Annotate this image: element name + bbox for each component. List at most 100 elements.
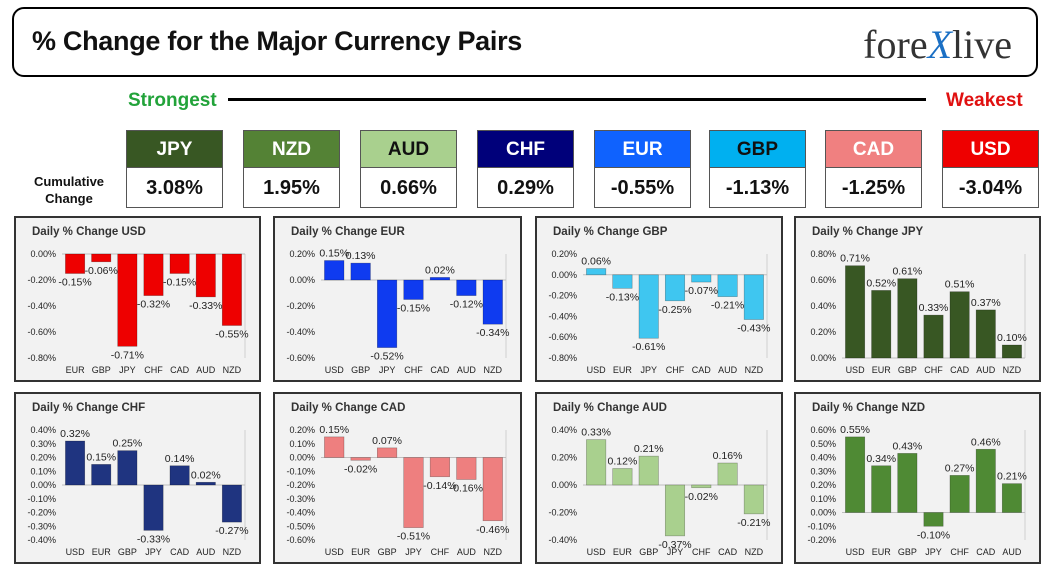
y-tick-label: -0.10% (807, 521, 836, 531)
cumulative-value: -1.25% (825, 168, 922, 208)
y-tick-label: -0.40% (286, 327, 315, 337)
cumulative-value: 0.66% (360, 168, 457, 208)
chart-panel-5: Daily % Change CAD 0.20% 0.10% 0.00% -0.10% -… (273, 392, 522, 564)
data-label: 0.27% (945, 462, 975, 474)
cumulative-value: -1.13% (709, 168, 806, 208)
y-tick-label: -0.30% (286, 494, 315, 504)
bar (664, 484, 686, 537)
x-tick-label: AUD (196, 365, 216, 375)
x-tick-label: AUD (976, 365, 996, 375)
y-tick-label: 0.20% (810, 327, 836, 337)
data-label: 0.15% (319, 248, 349, 260)
bar (143, 484, 164, 531)
x-tick-label: CHF (692, 547, 711, 557)
y-tick-label: -0.20% (807, 535, 836, 545)
x-tick-label: EUR (351, 547, 371, 557)
y-tick-label: -0.60% (27, 327, 56, 337)
data-label: 0.16% (713, 450, 743, 462)
y-tick-label: -0.40% (548, 311, 577, 321)
data-label: 0.32% (60, 428, 90, 440)
bar (897, 453, 918, 513)
data-label: -0.46% (476, 524, 509, 536)
data-label: 0.71% (840, 253, 870, 265)
data-label: -0.51% (397, 531, 430, 543)
data-label: 0.33% (581, 427, 611, 439)
bar (871, 465, 892, 513)
logo-text-right: live (952, 22, 1012, 67)
x-tick-label: NZD (223, 547, 242, 557)
bar (586, 268, 607, 276)
bar (638, 274, 659, 339)
x-tick-label: EUR (613, 365, 633, 375)
bar (664, 274, 686, 302)
data-label: -0.55% (215, 329, 248, 341)
x-tick-label: JPY (640, 365, 657, 375)
y-tick-label: 0.20% (810, 480, 836, 490)
y-tick-label: 0.20% (551, 453, 577, 463)
chart-title: Daily % Change EUR (291, 226, 405, 238)
y-tick-label: 0.60% (810, 275, 836, 285)
bar (169, 465, 190, 486)
chart-title: Daily % Change CHF (32, 402, 145, 414)
bar (1001, 483, 1022, 513)
data-label: -0.27% (215, 525, 248, 537)
data-label: -0.12% (450, 299, 483, 311)
data-label: 0.55% (840, 424, 870, 436)
bar (482, 279, 503, 325)
bar (845, 436, 866, 513)
chart-title: Daily % Change AUD (553, 402, 667, 414)
bar (871, 290, 892, 359)
data-label: -0.21% (711, 300, 744, 312)
y-tick-label: -0.50% (286, 521, 315, 531)
bar (743, 274, 764, 320)
data-label: -0.02% (344, 463, 377, 475)
chart-panel-6: Daily % Change AUD 0.40% 0.20% 0.00% -0.20% -… (535, 392, 783, 564)
chart-title: Daily % Change NZD (812, 402, 925, 414)
x-tick-label: NZD (1003, 365, 1022, 375)
data-label: -0.07% (685, 285, 718, 297)
x-tick-label: CAD (950, 365, 970, 375)
currency-name: AUD (360, 130, 457, 168)
data-label: 0.02% (191, 469, 221, 481)
currency-name: CHF (477, 130, 574, 168)
currency-name: JPY (126, 130, 223, 168)
cumulative-box-aud: AUD 0.66% (360, 130, 457, 208)
y-tick-label: 0.40% (30, 425, 56, 435)
data-label: 0.43% (892, 440, 922, 452)
y-tick-label: 0.20% (30, 453, 56, 463)
bar (897, 278, 918, 359)
y-tick-label: 0.40% (551, 425, 577, 435)
daily-change-chart: Daily % Change USD 0.00% -0.20% -0.40% -0.60… (27, 226, 248, 375)
currency-name: NZD (243, 130, 340, 168)
bar (195, 253, 216, 298)
data-label: -0.43% (737, 323, 770, 335)
y-tick-label: 0.10% (289, 439, 315, 449)
y-tick-label: -0.40% (286, 508, 315, 518)
daily-change-chart: Daily % Change EUR 0.20% 0.00% -0.20% -0.40%… (286, 226, 509, 375)
x-tick-label: CAD (976, 547, 996, 557)
x-tick-label: JPY (405, 547, 422, 557)
data-label: 0.61% (892, 266, 922, 278)
bar (691, 484, 712, 489)
bar (717, 274, 738, 297)
x-tick-label: CHF (666, 365, 685, 375)
chart-panel-7: Daily % Change NZD 0.60% 0.50% 0.40% 0.30% 0.… (794, 392, 1041, 564)
y-tick-label: 0.40% (810, 453, 836, 463)
bar (949, 291, 970, 359)
x-tick-label: USD (846, 365, 866, 375)
data-label: -0.16% (450, 483, 483, 495)
y-tick-label: -0.40% (27, 535, 56, 545)
x-tick-label: CAD (170, 365, 190, 375)
bar (975, 448, 996, 513)
bar (717, 462, 738, 486)
y-tick-label: 0.50% (810, 439, 836, 449)
chart-panel-2: Daily % Change GBP 0.20% 0.00% -0.20% -0.40%… (535, 216, 783, 382)
bar (350, 457, 371, 461)
weakest-label: Weakest (946, 90, 1023, 111)
y-tick-label: -0.60% (286, 535, 315, 545)
data-label: 0.13% (346, 250, 376, 262)
chart-title: Daily % Change GBP (553, 226, 668, 238)
cumulative-box-jpy: JPY 3.08% (126, 130, 223, 208)
daily-change-chart: Daily % Change NZD 0.60% 0.50% 0.40% 0.30% 0.… (807, 402, 1026, 557)
bar (975, 309, 996, 359)
